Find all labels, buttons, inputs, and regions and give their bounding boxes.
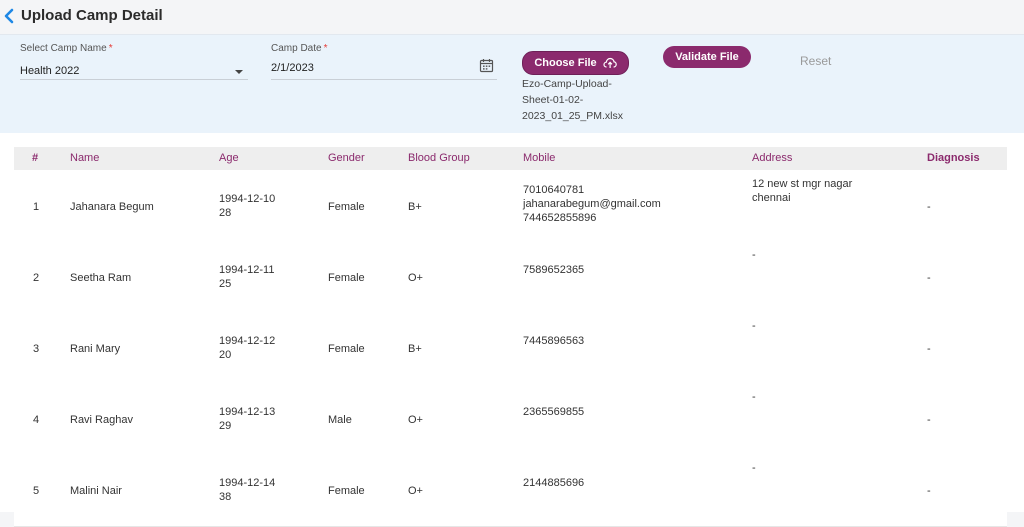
choose-file-button[interactable]: Choose File xyxy=(522,51,629,75)
patient-mobile: 2365569855 xyxy=(523,406,585,418)
selected-file-name: Ezo-Camp-Upload- Sheet-01-02- 2023_01_25… xyxy=(522,78,623,122)
patient-address: - xyxy=(752,391,756,403)
cloud-upload-icon xyxy=(603,57,617,68)
patient-blood-group: O+ xyxy=(408,414,423,426)
camp-date-input[interactable]: 2/1/2023 xyxy=(271,62,314,74)
patient-mobile: 7589652365 xyxy=(523,264,585,276)
page-title: Upload Camp Detail xyxy=(21,7,163,24)
col-header-blood-group: Blood Group xyxy=(408,152,470,164)
patient-name: Jahanara Begum xyxy=(70,201,154,213)
col-header-gender: Gender xyxy=(328,152,365,164)
row-number: 3 xyxy=(33,343,40,355)
patient-name: Malini Nair xyxy=(70,485,122,497)
patient-blood-group: B+ xyxy=(408,201,422,213)
page-header: Upload Camp Detail xyxy=(0,0,1024,34)
camp-name-select[interactable]: Health 2022 xyxy=(20,65,80,77)
camp-date-underline xyxy=(271,79,497,80)
patient-diagnosis: - xyxy=(927,201,931,213)
patient-address: 12 new st mgr nagar chennai xyxy=(752,178,853,204)
patient-age: 1994-12-13 29 xyxy=(219,406,276,432)
patient-age: 1994-12-12 20 xyxy=(219,335,276,361)
patient-age: 1994-12-11 25 xyxy=(219,264,275,290)
col-header-mobile: Mobile xyxy=(523,152,556,164)
patient-age: 1994-12-14 38 xyxy=(219,477,276,503)
reset-button[interactable]: Reset xyxy=(800,54,832,68)
required-mark: * xyxy=(108,43,113,54)
camp-data-table: # Name Age Gender Blood Group Mobile Add… xyxy=(0,133,1024,527)
table-row[interactable]: 5 Malini Nair 1994-12-14 38 Female O+ 21… xyxy=(14,455,1007,527)
camp-date-label: Camp Date * xyxy=(271,43,328,54)
patient-gender: Female xyxy=(328,485,365,497)
row-number: 5 xyxy=(33,485,40,497)
col-header-address: Address xyxy=(752,152,793,164)
patient-address: - xyxy=(752,462,756,474)
col-header-age: Age xyxy=(219,152,239,164)
patient-gender: Female xyxy=(328,343,365,355)
patient-gender: Female xyxy=(328,272,365,284)
patient-diagnosis: - xyxy=(927,272,931,284)
patient-gender: Female xyxy=(328,201,365,213)
row-number: 4 xyxy=(33,414,40,426)
patient-gender: Male xyxy=(328,414,352,426)
patient-mobile: 7010640781 jahanarabegum@gmail.com 74465… xyxy=(523,184,661,224)
patient-blood-group: B+ xyxy=(408,343,422,355)
col-header-name: Name xyxy=(70,152,100,164)
col-header-diagnosis: Diagnosis xyxy=(927,152,980,164)
patient-name: Seetha Ram xyxy=(70,272,132,284)
patient-mobile: 7445896563 xyxy=(523,335,585,347)
row-number: 1 xyxy=(33,201,40,213)
chevron-down-icon[interactable] xyxy=(235,70,243,74)
back-arrow-icon[interactable] xyxy=(3,8,15,24)
patient-diagnosis: - xyxy=(927,485,931,497)
patient-blood-group: O+ xyxy=(408,272,423,284)
patient-name: Ravi Raghav xyxy=(70,414,133,426)
upload-form-panel: Select Camp Name * Health 2022 Camp Date *… xyxy=(0,34,1024,134)
col-header-number: # xyxy=(32,152,39,164)
table-row[interactable]: 1 Jahanara Begum 1994-12-10 28 Female B+… xyxy=(14,171,1007,243)
patient-diagnosis: - xyxy=(927,343,931,355)
table-header: # Name Age Gender Blood Group Mobile Add… xyxy=(14,147,1007,170)
patient-address: - xyxy=(752,320,756,332)
patient-mobile: 2144885696 xyxy=(523,477,585,489)
patient-age: 1994-12-10 28 xyxy=(219,193,276,219)
patient-blood-group: O+ xyxy=(408,485,423,497)
calendar-icon[interactable] xyxy=(479,58,494,73)
patient-address: - xyxy=(752,249,756,261)
table-row[interactable]: 3 Rani Mary 1994-12-12 20 Female B+ 7445… xyxy=(14,313,1007,385)
row-number: 2 xyxy=(33,272,40,284)
patient-name: Rani Mary xyxy=(70,343,121,355)
patient-diagnosis: - xyxy=(927,414,931,426)
camp-name-underline xyxy=(20,79,248,80)
table-row[interactable]: 2 Seetha Ram 1994-12-11 25 Female O+ 758… xyxy=(14,242,1007,314)
table-row[interactable]: 4 Ravi Raghav 1994-12-13 29 Male O+ 2365… xyxy=(14,384,1007,456)
camp-name-label: Select Camp Name * xyxy=(20,43,113,54)
validate-file-button[interactable]: Validate File xyxy=(663,46,751,68)
required-mark: * xyxy=(323,43,328,54)
